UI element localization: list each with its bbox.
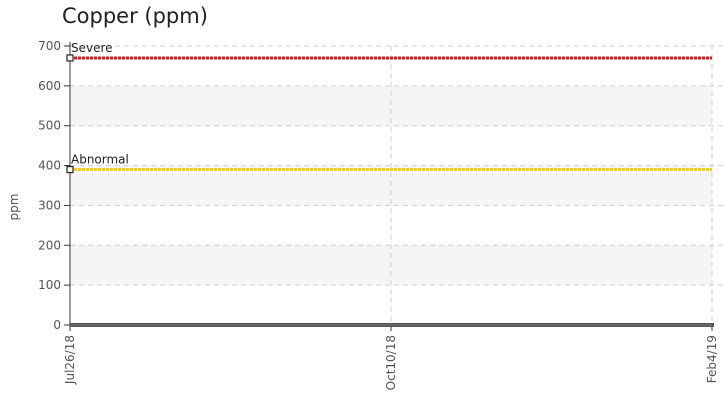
series-label-abnormal: Abnormal <box>71 153 129 167</box>
series-marker-severe <box>66 54 74 62</box>
y-tick-label: 500 <box>38 119 61 133</box>
y-tick-label: 700 <box>38 39 61 53</box>
series-layer <box>66 54 712 326</box>
y-tick-label: 600 <box>38 79 61 93</box>
grid-lines <box>69 45 726 325</box>
tick-labels: 0 100 200 300 400 500 600 700 Jul26/18 Oct10/18 Fe… <box>38 39 719 390</box>
chart-title: Copper (ppm) <box>62 4 208 28</box>
y-tick-label: 0 <box>53 318 61 332</box>
series-marker-abnormal <box>66 165 74 174</box>
x-tick-label: Feb4/19 <box>705 335 719 383</box>
y-tick-label: 400 <box>38 159 61 173</box>
y-tick-label: 200 <box>38 238 61 252</box>
y-tick-label: 100 <box>38 278 61 292</box>
series-label-severe: Severe <box>71 41 113 55</box>
x-tick-label: Oct10/18 <box>384 335 398 390</box>
x-tick-label: Jul26/18 <box>63 335 77 385</box>
y-tick-label: 300 <box>38 198 61 212</box>
